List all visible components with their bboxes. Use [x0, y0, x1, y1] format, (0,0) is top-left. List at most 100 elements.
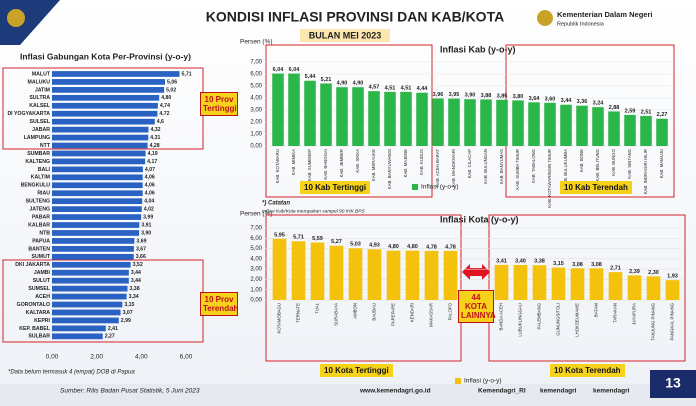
bar [52, 333, 103, 340]
org-sub: Republik Indonesia [557, 21, 605, 27]
value-label: 4,90 [337, 81, 348, 87]
x-tick-label: KAB. BONE [579, 149, 584, 172]
highlight-box [488, 214, 686, 362]
legend-label: Inflasi (y-o-y) [421, 184, 459, 191]
value-label: 3,36 [577, 99, 588, 105]
y-tick-label: 5,00 [250, 84, 262, 90]
bar [310, 242, 325, 300]
value-label: 5,02 [166, 87, 176, 93]
category-label: JATENG [29, 207, 50, 213]
y-tick-label: 0,00 [250, 298, 262, 304]
value-label: 4,04 [144, 199, 154, 205]
bar [348, 248, 363, 300]
value-label: 2,27 [657, 112, 668, 118]
y-tick-label: 1,00 [250, 287, 262, 293]
value-label: 3,52 [133, 262, 143, 268]
bar [52, 71, 180, 77]
category-label: KEPRI [34, 318, 50, 324]
category-label: KALSEL [29, 103, 51, 109]
value-label: 5,21 [321, 77, 332, 83]
x-tick-label: 0,00 [46, 354, 59, 361]
x-tick-label: TERNATE [296, 303, 301, 323]
twitter: Kemendagri_RI [478, 388, 526, 395]
value-label: 2,59 [625, 108, 636, 114]
value-label: 3,08 [572, 262, 583, 268]
category-label: KALTENG [25, 159, 50, 165]
x-tick-label: KENDARI [410, 303, 415, 322]
footer-bar [0, 384, 696, 406]
x-tick-label: KOTAMOBAGU [277, 303, 282, 333]
bar [52, 309, 121, 316]
value-label: 3,95 [449, 92, 460, 98]
bar [52, 198, 143, 205]
x-tick-label: JAYAPURA [632, 303, 637, 325]
bar [52, 94, 160, 101]
x-tick-label: PAREPARE [391, 303, 396, 326]
y-tick-label: 3,00 [250, 267, 262, 273]
value-label: 4,80 [407, 244, 418, 250]
kota-title: Inflasi Kota (y-o-y) [440, 214, 519, 224]
bar [464, 99, 476, 146]
x-tick-label: KAB. MIMIKA [291, 149, 296, 175]
y-axis-label: Persen (%) [240, 211, 273, 218]
value-label: 5,44 [305, 74, 317, 80]
x-tick-label: PALOPO [448, 302, 453, 320]
category-label: SUMBAR [27, 151, 50, 157]
page-title: KONDISI INFLASI PROVINSI DAN KAB/KOTA [206, 9, 504, 25]
y-tick-label: 4,00 [250, 96, 262, 102]
bar [576, 105, 588, 146]
value-label: 2,71 [610, 266, 621, 272]
bar [52, 182, 143, 189]
category-label: DI YOGYAKARTA [7, 111, 50, 117]
legend-swatch [455, 378, 461, 384]
y-axis-label: Persen (%) [240, 39, 273, 46]
bar [52, 126, 149, 133]
value-label: 4,90 [353, 81, 364, 87]
value-label: 3,90 [465, 93, 476, 99]
value-label: 3,41 [496, 258, 507, 264]
value-label: 4,80 [388, 244, 399, 250]
footnote: *Data belum termasuk 4 (empat) DOB di Pa… [8, 370, 135, 376]
bar [570, 268, 585, 300]
category-label: SULSEL [30, 119, 51, 125]
category-label: MALUT [32, 71, 51, 77]
source: Sumber: Rilis Badan Pusat Statistik, 5 J… [60, 388, 200, 395]
bar [52, 174, 143, 181]
bar [52, 190, 143, 197]
x-tick-label: BANDA ACEH [499, 303, 504, 330]
bar [480, 99, 492, 146]
bar [52, 253, 134, 260]
value-label: 3,08 [591, 262, 602, 268]
annotation: 10 Kota Terendah [550, 364, 625, 377]
bar [367, 249, 382, 300]
bar [52, 214, 142, 220]
bar [656, 118, 668, 146]
note: *) Catatan [262, 201, 290, 207]
x-tick-label: KAB. TABALONG [531, 148, 536, 183]
bar [52, 325, 106, 332]
category-label: KEP. BABEL [19, 326, 51, 332]
x-tick-label: 6,00 [180, 354, 193, 361]
category-label: BANTEN [28, 246, 50, 252]
value-label: 3,99 [143, 214, 153, 220]
value-label: 3,90 [141, 230, 151, 236]
category-label: KALBAR [28, 222, 50, 228]
category-label: SULBAR [28, 334, 50, 340]
x-tick-label: KAB. MAMUJU [659, 149, 664, 178]
x-tick-label: KAB. BULUNGAN [483, 149, 488, 184]
category-label: KALTARA [26, 310, 51, 316]
annotation: 10 Kota Tertinggi [320, 364, 393, 377]
value-label: 3,15 [553, 261, 564, 267]
x-tick-label: LUBUKLINGGAU [518, 303, 523, 337]
bar [400, 91, 412, 146]
bar [52, 293, 127, 300]
legend-swatch [412, 184, 418, 190]
bar [368, 91, 380, 146]
value-label: 3,69 [136, 238, 146, 244]
bar [592, 107, 604, 146]
bar [52, 222, 140, 228]
x-tick-label: KAB. MERAUKE [371, 149, 376, 181]
bar [52, 102, 158, 109]
value-label: 5,06 [167, 79, 177, 85]
x-tick-label: KAB. BANGGAI [323, 149, 328, 180]
